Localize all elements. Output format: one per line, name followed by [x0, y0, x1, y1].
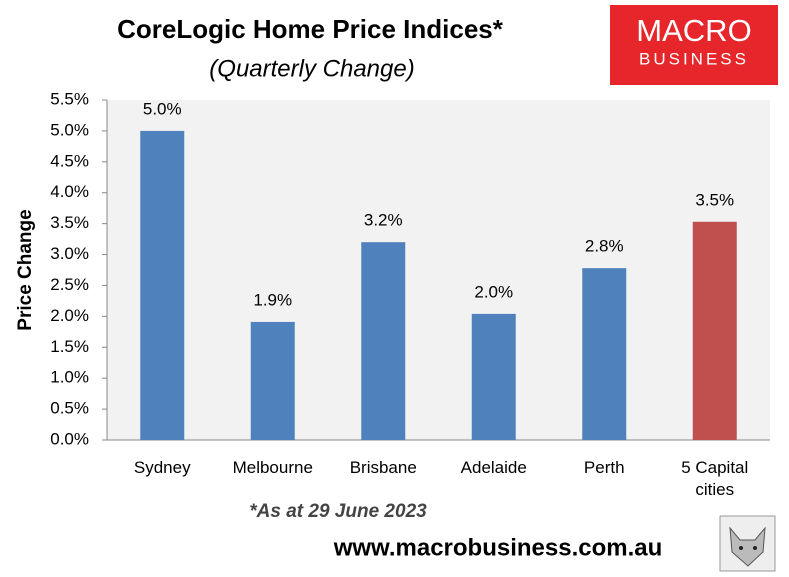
logo-text: MACRO: [636, 13, 751, 48]
data-label: 1.9%: [253, 290, 292, 309]
x-tick-label: Sydney: [133, 458, 191, 477]
y-tick-label: 4.5%: [50, 151, 89, 170]
y-tick-label: 0.0%: [50, 429, 89, 448]
y-tick-label: 2.5%: [50, 275, 89, 294]
y-tick-label: 0.5%: [50, 399, 89, 418]
data-label: 2.8%: [585, 237, 624, 256]
plot-area: [107, 100, 770, 440]
chart-subtitle: (Quarterly Change): [209, 55, 414, 82]
bar: [471, 313, 516, 440]
x-tick-label: Adelaide: [460, 458, 527, 477]
y-tick-label: 5.5%: [50, 89, 89, 108]
logo-icon: [719, 515, 776, 572]
data-label: 5.0%: [143, 99, 182, 118]
data-label: 3.5%: [695, 190, 734, 209]
y-tick-label: 3.5%: [50, 213, 89, 232]
bar: [582, 268, 627, 440]
y-axis-title: Price Change: [15, 209, 36, 330]
bar: [692, 221, 737, 440]
data-label: 3.2%: [364, 211, 403, 230]
chart-title: CoreLogic Home Price Indices*: [117, 14, 504, 44]
y-tick-label: 4.0%: [50, 182, 89, 201]
y-tick-label: 5.0%: [50, 120, 89, 139]
y-tick-label: 1.0%: [50, 368, 89, 387]
footnote: *As at 29 June 2023: [249, 501, 427, 522]
x-tick-label: Melbourne: [232, 458, 313, 477]
logo-text: BUSINESS: [639, 49, 749, 68]
y-tick-label: 2.0%: [50, 306, 89, 325]
data-label: 2.0%: [474, 282, 513, 301]
y-tick-label: 1.5%: [50, 337, 89, 356]
y-tick-label: 3.0%: [50, 244, 89, 263]
bar: [250, 321, 295, 440]
bar: [361, 242, 406, 440]
x-tick-label: Brisbane: [349, 458, 417, 477]
bar: [140, 130, 185, 440]
x-tick-label: Perth: [583, 458, 625, 477]
x-tick-label: 5 Capital cities: [681, 458, 749, 499]
source: www.macrobusiness.com.au: [333, 534, 663, 561]
logo-box: [610, 5, 778, 85]
